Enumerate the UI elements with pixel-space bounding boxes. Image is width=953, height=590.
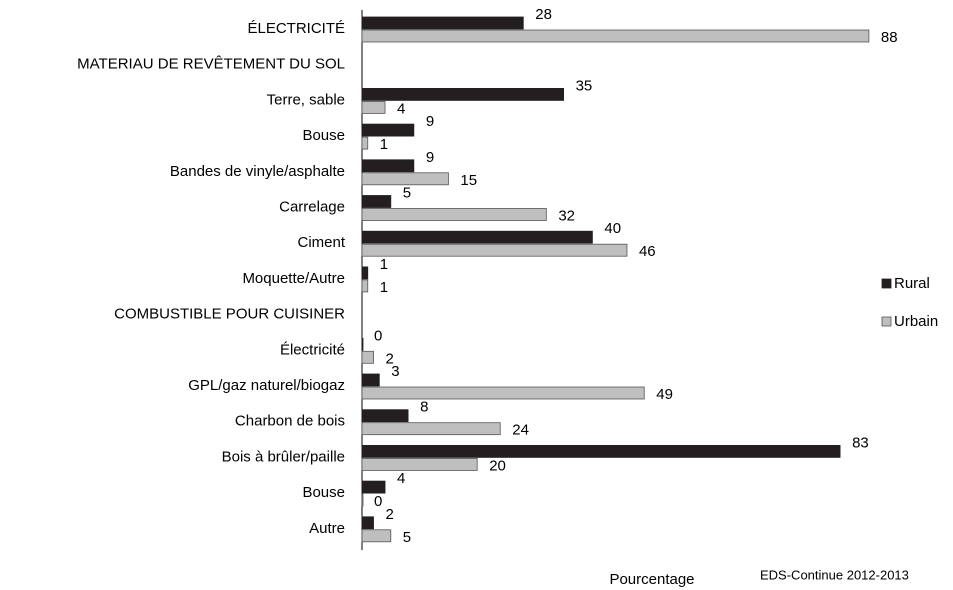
value-label: 28 — [535, 6, 552, 23]
bar — [361, 337, 364, 351]
bar — [361, 409, 409, 423]
value-label: 5 — [403, 529, 411, 546]
bar — [361, 230, 593, 244]
bar — [361, 350, 374, 364]
category-label: ÉLECTRICITÉ — [247, 20, 345, 37]
value-label: 2 — [386, 350, 394, 367]
category-label: Carrelage — [279, 198, 345, 215]
bar — [361, 279, 369, 293]
category-label: Terre, sable — [267, 91, 345, 108]
bar — [361, 243, 628, 257]
value-label: 32 — [558, 207, 575, 224]
legend-label: Rural — [894, 275, 930, 292]
bar — [361, 444, 841, 458]
category-label: Bois à brûler/paille — [222, 448, 345, 465]
category-label: Électricité — [280, 341, 345, 358]
legend-swatch — [881, 278, 892, 289]
category-label: Bouse — [302, 484, 345, 501]
bar — [361, 480, 386, 494]
value-label: 8 — [420, 399, 428, 416]
x-axis-label: Pourcentage — [609, 571, 694, 588]
bar — [361, 422, 501, 436]
value-label: 4 — [397, 100, 405, 117]
bar — [361, 516, 374, 530]
value-label: 1 — [380, 136, 388, 153]
value-label: 1 — [380, 256, 388, 273]
category-label: GPL/gaz naturel/biogaz — [188, 377, 345, 394]
value-label: 4 — [397, 470, 405, 487]
bar — [361, 208, 547, 221]
bar — [361, 457, 478, 471]
bar — [361, 159, 415, 173]
value-label: 88 — [881, 29, 898, 46]
value-label: 46 — [639, 243, 656, 260]
value-label: 15 — [460, 172, 477, 189]
value-label: 40 — [604, 220, 621, 237]
bar — [361, 529, 392, 543]
legend-label: Urbain — [894, 313, 938, 330]
category-label: Charbon de bois — [235, 413, 345, 430]
bar — [361, 266, 369, 280]
value-label: 1 — [380, 279, 388, 296]
bar — [361, 172, 449, 186]
value-label: 9 — [426, 149, 434, 166]
category-label: MATERIAU DE REVÊTEMENT DU SOL — [77, 56, 345, 73]
bar — [361, 16, 524, 30]
bar — [361, 29, 870, 43]
category-label: COMBUSTIBLE POUR CUISINER — [114, 306, 345, 323]
category-label: Ciment — [297, 234, 345, 251]
value-label: 5 — [403, 184, 411, 201]
value-label: 83 — [852, 434, 869, 451]
value-label: 2 — [386, 506, 394, 523]
category-label: Autre — [309, 520, 345, 537]
value-label: 20 — [489, 457, 506, 474]
bar — [361, 88, 565, 101]
bar — [361, 136, 369, 150]
category-label: Bouse — [302, 127, 345, 144]
bar — [361, 123, 415, 137]
bar — [361, 373, 380, 387]
value-label: 0 — [374, 493, 382, 510]
value-label: 35 — [576, 77, 593, 94]
bar — [361, 195, 392, 208]
bar — [361, 493, 364, 507]
source: EDS-Continue 2012-2013 — [760, 567, 909, 582]
category-label: Bandes de vinyle/asphalte — [170, 163, 345, 180]
value-label: 9 — [426, 113, 434, 130]
bar — [361, 386, 645, 400]
value-label: 49 — [656, 386, 673, 403]
legend-swatch — [881, 316, 892, 327]
bar — [361, 101, 386, 114]
value-label: 3 — [391, 363, 399, 380]
category-label: Moquette/Autre — [242, 270, 345, 287]
value-label: 0 — [374, 327, 382, 344]
value-label: 24 — [512, 422, 529, 439]
